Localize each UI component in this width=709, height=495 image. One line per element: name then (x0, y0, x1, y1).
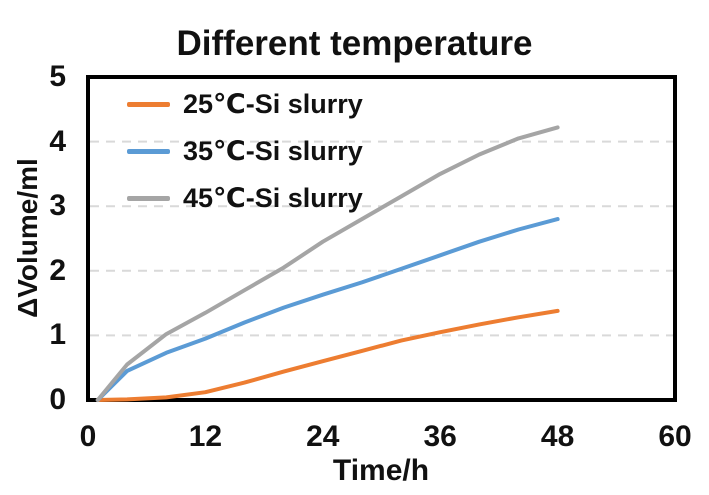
x-tick-label-0: 0 (79, 420, 97, 453)
series-line-45c (95, 125, 560, 402)
y-tick-label-3: 3 (49, 189, 66, 223)
chart-title: Different temperature (176, 24, 533, 63)
x-tick-label-36: 36 (423, 420, 457, 453)
x-tick-label-12: 12 (188, 420, 223, 453)
legend-swatch-25c-line (127, 102, 170, 107)
y-tick-label-2: 2 (49, 253, 66, 287)
y-tick-label-5: 5 (49, 60, 66, 93)
legend-item-35c: 35℃-Si slurry (127, 128, 363, 175)
series-line-25c (95, 308, 560, 402)
legend-item-45c: 45℃-Si slurry (127, 175, 363, 222)
x-tick-label-48: 48 (540, 420, 575, 453)
x-tick-label-24: 24 (306, 420, 340, 453)
y-tick-label-0: 0 (49, 383, 66, 416)
legend-label-25c: 25℃-Si slurry (183, 89, 363, 119)
y-tick-label-1: 1 (49, 318, 66, 352)
x-tick-label-60: 60 (658, 420, 692, 453)
legend-swatch-45c-line (127, 196, 170, 201)
legend-swatch-35c-line (127, 149, 170, 154)
legend-label-35c: 35℃-Si slurry (183, 136, 363, 166)
legend: 25℃-Si slurry 35℃-Si slurry 45℃-Si slurr… (127, 81, 363, 222)
legend-item-25c: 25℃-Si slurry (127, 81, 363, 128)
plot-border (86, 75, 677, 402)
y-axis-label: ΔVolume/ml (12, 158, 43, 318)
x-axis-label: Time/h (332, 454, 430, 487)
legend-label-45c: 45℃-Si slurry (183, 183, 363, 213)
series-line-35c (95, 217, 560, 402)
y-tick-label-4: 4 (49, 124, 66, 158)
